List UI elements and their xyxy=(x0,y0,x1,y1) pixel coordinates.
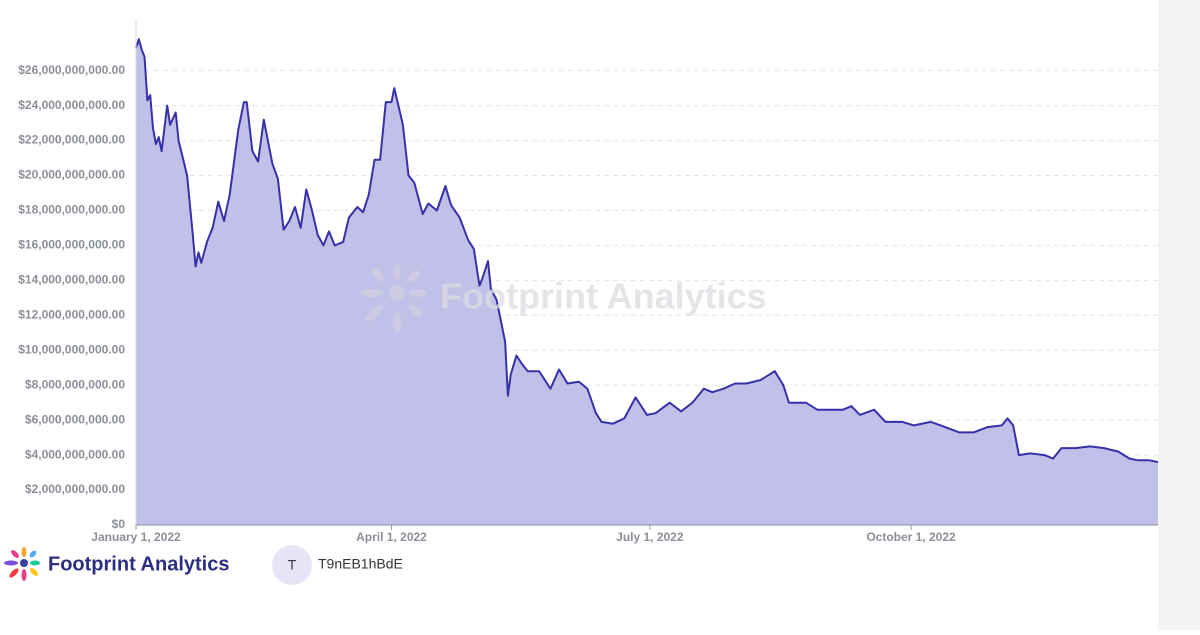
y-tick-label: $8,000,000,000.00 xyxy=(25,377,125,391)
y-tick-label: $12,000,000,000.00 xyxy=(18,307,125,321)
watermark-logo xyxy=(360,264,427,332)
brand-logo xyxy=(4,547,40,581)
y-tick-label: $14,000,000,000.00 xyxy=(18,273,125,287)
side-strip xyxy=(1158,0,1200,630)
x-tick-label: July 1, 2022 xyxy=(616,530,684,544)
plot: $0 $2,000,000,000.00 $4,000,000,000.00 $6,0… xyxy=(18,20,1159,544)
y-tick-label: $6,000,000,000.00 xyxy=(25,412,125,426)
y-tick-label: $2,000,000,000.00 xyxy=(25,482,125,496)
area-fill xyxy=(136,39,1158,525)
avatar[interactable] xyxy=(272,545,312,585)
avatar-letter: T xyxy=(288,557,297,573)
y-tick-label: $20,000,000,000.00 xyxy=(18,168,125,182)
y-tick-label: $26,000,000,000.00 xyxy=(18,63,125,77)
y-tick-label: $10,000,000,000.00 xyxy=(18,342,125,356)
y-tick-label: $24,000,000,000.00 xyxy=(18,98,125,112)
x-tick-label: April 1, 2022 xyxy=(356,530,427,544)
x-tick-label: October 1, 2022 xyxy=(866,530,956,544)
x-tick-label: January 1, 2022 xyxy=(91,530,181,544)
y-tick-label: $18,000,000,000.00 xyxy=(18,203,125,217)
y-tick-label: $0 xyxy=(112,517,126,531)
brand-name: Footprint Analytics xyxy=(48,553,229,575)
y-tick-label: $4,000,000,000.00 xyxy=(25,447,125,461)
y-tick-label: $16,000,000,000.00 xyxy=(18,238,125,252)
y-tick-label: $22,000,000,000.00 xyxy=(18,133,125,147)
watermark: Footprint Analytics xyxy=(440,276,767,317)
username[interactable]: T9nEB1hBdE xyxy=(318,556,403,572)
area-line xyxy=(135,38,1159,464)
